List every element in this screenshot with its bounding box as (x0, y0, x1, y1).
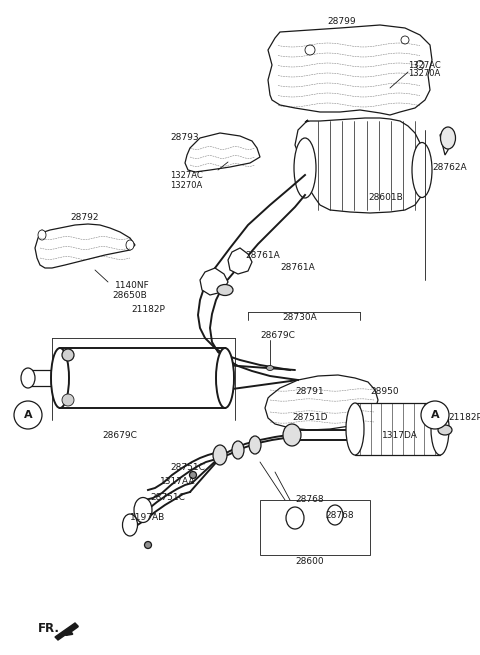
Text: 28799: 28799 (328, 18, 356, 26)
Text: 28793: 28793 (171, 134, 199, 143)
Polygon shape (265, 375, 378, 430)
Text: 13270A: 13270A (170, 181, 202, 189)
Ellipse shape (431, 403, 449, 455)
Ellipse shape (134, 498, 152, 523)
Text: 28761A: 28761A (280, 263, 315, 272)
Ellipse shape (416, 60, 424, 69)
Text: 28791: 28791 (296, 388, 324, 396)
Ellipse shape (327, 505, 343, 525)
Text: 1317DA: 1317DA (382, 430, 418, 440)
Ellipse shape (38, 230, 46, 240)
Polygon shape (60, 348, 225, 408)
Text: 28751C: 28751C (170, 464, 205, 472)
Polygon shape (55, 623, 78, 640)
Ellipse shape (305, 45, 315, 55)
Polygon shape (228, 248, 252, 274)
Text: 28679C: 28679C (103, 430, 137, 440)
Ellipse shape (217, 284, 233, 295)
Polygon shape (355, 403, 440, 455)
Ellipse shape (21, 368, 35, 388)
Text: 28950: 28950 (371, 388, 399, 396)
Text: 28601B: 28601B (368, 193, 403, 202)
Text: 28792: 28792 (71, 214, 99, 223)
Text: A: A (24, 410, 32, 420)
Text: FR.: FR. (38, 622, 60, 635)
Ellipse shape (438, 425, 452, 435)
Text: 28768: 28768 (295, 495, 324, 504)
Ellipse shape (412, 143, 432, 198)
Text: A: A (431, 410, 439, 420)
Ellipse shape (62, 349, 74, 361)
Ellipse shape (286, 507, 304, 529)
Ellipse shape (294, 138, 316, 198)
Text: 28751C: 28751C (150, 493, 185, 502)
Ellipse shape (266, 365, 274, 371)
Ellipse shape (62, 394, 74, 406)
Polygon shape (35, 224, 135, 268)
Ellipse shape (51, 348, 69, 408)
Text: 28768: 28768 (325, 510, 354, 519)
Polygon shape (268, 25, 432, 115)
Text: 1327AC: 1327AC (170, 170, 203, 179)
Polygon shape (185, 133, 260, 172)
Polygon shape (440, 130, 450, 155)
Text: 1140NF: 1140NF (115, 280, 150, 290)
Text: 1317AA: 1317AA (159, 477, 195, 487)
Circle shape (421, 401, 449, 429)
Text: 28650B: 28650B (113, 291, 147, 299)
Text: 21182P: 21182P (131, 305, 165, 314)
Ellipse shape (190, 472, 196, 479)
Ellipse shape (213, 445, 227, 465)
Polygon shape (295, 118, 428, 213)
Text: 21182P: 21182P (448, 413, 480, 422)
Ellipse shape (232, 441, 244, 459)
Ellipse shape (122, 514, 137, 536)
Text: 1327AC: 1327AC (408, 60, 441, 69)
Text: 28761A: 28761A (245, 250, 280, 259)
Circle shape (14, 401, 42, 429)
Text: 13270A: 13270A (408, 69, 440, 79)
Text: 28762A: 28762A (432, 164, 467, 172)
Text: 28679C: 28679C (261, 331, 295, 339)
Ellipse shape (401, 36, 409, 44)
Ellipse shape (283, 424, 301, 446)
Text: 1197AB: 1197AB (130, 514, 165, 523)
Text: 28751D: 28751D (292, 413, 328, 422)
Ellipse shape (126, 240, 134, 250)
Polygon shape (260, 500, 370, 555)
Ellipse shape (346, 403, 364, 455)
Ellipse shape (144, 542, 152, 548)
Text: 28600: 28600 (296, 557, 324, 567)
Text: 28730A: 28730A (283, 314, 317, 322)
Ellipse shape (216, 348, 234, 408)
Polygon shape (200, 268, 228, 295)
Ellipse shape (249, 436, 261, 454)
Ellipse shape (441, 127, 456, 149)
